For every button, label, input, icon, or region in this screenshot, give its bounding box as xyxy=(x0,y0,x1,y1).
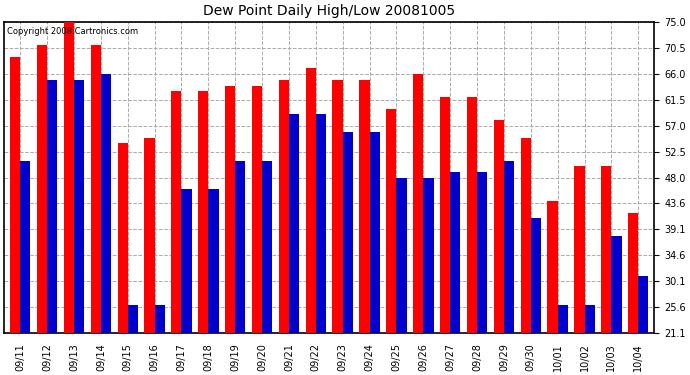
Bar xyxy=(47,80,57,333)
Bar xyxy=(37,45,47,333)
Bar xyxy=(386,109,397,333)
Bar xyxy=(467,97,477,333)
Bar xyxy=(316,114,326,333)
Bar xyxy=(74,80,84,333)
Bar xyxy=(601,166,611,333)
Bar xyxy=(101,74,111,333)
Bar xyxy=(225,86,235,333)
Bar xyxy=(343,132,353,333)
Bar xyxy=(128,305,138,333)
Bar xyxy=(477,172,487,333)
Bar xyxy=(450,172,460,333)
Bar xyxy=(397,178,406,333)
Bar xyxy=(370,132,380,333)
Bar xyxy=(235,160,246,333)
Bar xyxy=(574,166,584,333)
Bar xyxy=(10,57,20,333)
Bar xyxy=(547,201,558,333)
Bar xyxy=(198,92,208,333)
Bar xyxy=(289,114,299,333)
Bar xyxy=(611,236,622,333)
Bar xyxy=(20,160,30,333)
Bar xyxy=(520,138,531,333)
Bar xyxy=(306,68,316,333)
Bar xyxy=(63,22,74,333)
Bar xyxy=(558,305,568,333)
Bar xyxy=(155,305,165,333)
Bar xyxy=(359,80,370,333)
Bar xyxy=(504,160,514,333)
Bar xyxy=(90,45,101,333)
Bar xyxy=(181,189,192,333)
Bar xyxy=(423,178,433,333)
Bar xyxy=(117,143,128,333)
Bar xyxy=(628,213,638,333)
Bar xyxy=(493,120,504,333)
Bar xyxy=(279,80,289,333)
Bar xyxy=(531,218,541,333)
Bar xyxy=(252,86,262,333)
Bar xyxy=(144,138,155,333)
Bar xyxy=(440,97,450,333)
Bar xyxy=(333,80,343,333)
Title: Dew Point Daily High/Low 20081005: Dew Point Daily High/Low 20081005 xyxy=(203,4,455,18)
Bar xyxy=(262,160,273,333)
Text: Copyright 2008 Cartronics.com: Copyright 2008 Cartronics.com xyxy=(8,27,139,36)
Bar xyxy=(638,276,649,333)
Bar xyxy=(413,74,423,333)
Bar xyxy=(171,92,181,333)
Bar xyxy=(584,305,595,333)
Bar xyxy=(208,189,219,333)
